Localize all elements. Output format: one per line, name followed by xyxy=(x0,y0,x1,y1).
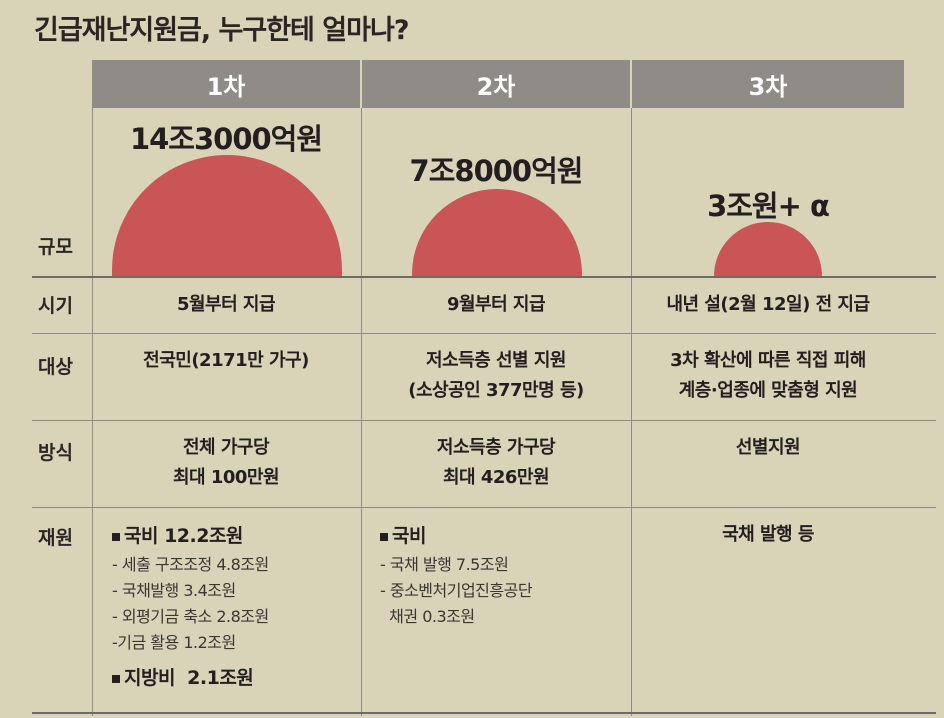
financing-col-2-sub-2: - 중소벤처기업진흥공단 xyxy=(380,581,533,600)
target-col-2: 저소득층 선별 지원 (소상공인 377만명 등) xyxy=(362,346,630,406)
row-divider-scale xyxy=(32,276,936,278)
financing-col-1-main-local: 지방비 2.1조원 xyxy=(112,662,269,694)
row-label-target: 대상 xyxy=(38,356,73,378)
financing-col-2-main-national: 국비 xyxy=(380,520,532,552)
amount-col-3: 3조원+ α xyxy=(707,189,830,223)
row-divider-target xyxy=(32,420,936,421)
target-col-3-line-2: 계층·업종에 맞춤형 지원 xyxy=(678,380,858,401)
row-divider-method xyxy=(32,507,936,508)
row-label-scale: 규모 xyxy=(38,236,73,258)
row-label-financing: 재원 xyxy=(38,527,73,549)
financing-col-1: 국비 12.2조원 - 세출 구조조정 4.8조원 - 국채발행 3.4조원 -… xyxy=(112,520,269,694)
financing-col-2: 국비 - 국채 발행 7.5조원 - 중소벤처기업진흥공단 채권 0.3조원 xyxy=(380,520,533,630)
financing-col-1-sub-1: - 세출 구조조정 4.8조원 xyxy=(112,555,269,574)
header-col-1: 1차 xyxy=(92,60,360,108)
financing-col-1-sub-4: -기금 활용 1.2조원 xyxy=(112,633,236,652)
method-col-1-line-2: 최대 100만원 xyxy=(172,467,280,488)
divider-mid-1 xyxy=(361,108,362,716)
target-col-2-line-2: (소상공인 377만명 등) xyxy=(408,380,584,401)
financing-col-2-sub-3: 채권 0.3조원 xyxy=(380,607,475,626)
timing-col-1: 5월부터 지급 xyxy=(176,294,276,315)
financing-col-1-main-national: 국비 12.2조원 xyxy=(112,520,269,552)
row-divider-timing xyxy=(32,333,936,334)
timing-col-2: 9월부터 지급 xyxy=(446,294,546,315)
timing-col-3: 내년 설(2월 12일) 전 지급 xyxy=(666,294,870,315)
target-col-1-line-1: 전국민(2171만 가구) xyxy=(143,350,309,371)
chart-title: 긴급재난지원금, 누구한테 얼마나? xyxy=(34,15,409,46)
scale-semicircle-1 xyxy=(112,155,342,276)
header-col-2: 2차 xyxy=(362,60,630,108)
target-col-3-line-1: 3차 확산에 따른 직접 피해 xyxy=(670,350,866,371)
method-col-2-line-1: 저소득층 가구당 xyxy=(436,437,556,458)
target-col-1: 전국민(2171만 가구) xyxy=(92,346,360,376)
scale-semicircle-2 xyxy=(412,189,582,276)
bullet-square-icon xyxy=(112,532,120,541)
scale-semicircle-3 xyxy=(714,222,822,276)
financing-col-2-sub-1: - 국채 발행 7.5조원 xyxy=(380,555,509,574)
target-col-3: 3차 확산에 따른 직접 피해 계층·업종에 맞춤형 지원 xyxy=(632,346,904,406)
divider-mid-2 xyxy=(631,108,632,716)
amount-col-1: 14조3000억원 xyxy=(129,122,323,156)
method-col-1-line-1: 전체 가구당 xyxy=(182,437,270,458)
row-label-method: 방식 xyxy=(38,442,73,464)
bullet-square-icon xyxy=(380,532,388,541)
method-col-3: 선별지원 xyxy=(632,433,904,463)
amount-col-2: 7조8000억원 xyxy=(409,154,584,188)
divider-left xyxy=(92,108,93,716)
table-bottom-border xyxy=(32,712,936,714)
financing-col-3: 국채 발행 등 xyxy=(722,524,814,545)
row-label-timing: 시기 xyxy=(38,295,73,317)
financing-col-1-sub-3: - 외평기금 축소 2.8조원 xyxy=(112,607,269,626)
method-col-3-line-1: 선별지원 xyxy=(735,437,801,458)
method-col-2: 저소득층 가구당 최대 426만원 xyxy=(362,433,630,493)
header-col-3: 3차 xyxy=(632,60,904,108)
financing-col-1-sub-2: - 국채발행 3.4조원 xyxy=(112,581,236,600)
bullet-square-icon xyxy=(112,674,120,683)
method-col-1: 전체 가구당 최대 100만원 xyxy=(92,433,360,493)
target-col-2-line-1: 저소득층 선별 지원 xyxy=(425,350,567,371)
method-col-2-line-2: 최대 426만원 xyxy=(442,467,550,488)
